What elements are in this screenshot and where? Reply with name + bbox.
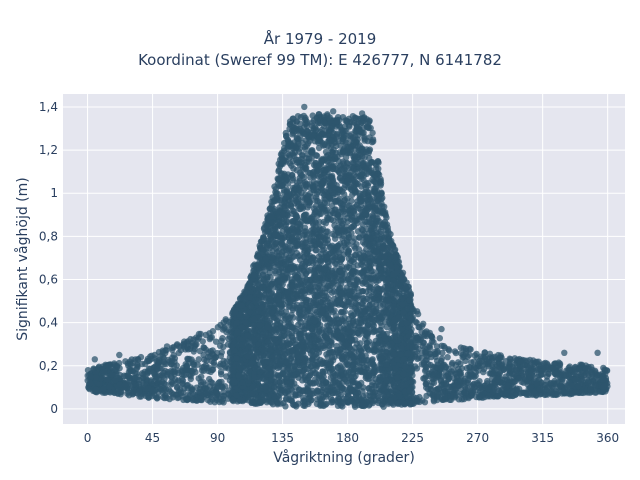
scatter-point [332,248,339,256]
scatter-point [348,346,355,354]
scatter-point [337,391,345,398]
scatter-point [368,268,375,275]
scatter-point [452,361,460,369]
scatter-point [442,396,449,403]
scatter-point [371,369,378,377]
scatter-point [496,370,503,377]
scatter-point [438,357,445,365]
data-points [84,103,611,410]
scatter-point [286,244,293,251]
scatter-point [381,318,389,325]
scatter-point [421,399,429,406]
scatter-point [323,200,331,207]
scatter-point [219,335,226,342]
scatter-point [303,211,310,218]
scatter-point [324,228,331,235]
scatter-point [173,362,180,369]
scatter-point [219,384,226,391]
scatter-point [170,352,177,359]
scatter-point [198,373,205,380]
scatter-point [509,383,517,390]
scatter-point [334,242,342,250]
scatter-point [357,206,364,213]
scatter-point [342,320,349,327]
scatter-point [293,159,301,166]
scatter-point [324,158,331,166]
scatter-point [319,186,326,194]
scatter-point [267,398,275,405]
scatter-point [315,144,323,152]
scatter-point [545,370,552,377]
scatter-point [436,335,443,342]
scatter-point [291,228,299,236]
scatter-point [377,326,384,334]
scatter-point [289,207,296,214]
scatter-point [485,363,492,370]
scatter-point [305,169,312,176]
scatter-point [329,253,337,260]
scatter-point [348,197,355,204]
scatter-point [199,338,206,345]
scatter-point [337,200,344,207]
scatter-point [349,379,357,386]
scatter-point [300,174,308,181]
chart-title: År 1979 - 2019 [263,30,377,48]
scatter-point [353,277,360,284]
scatter-point [313,152,321,160]
scatter-point [418,355,425,362]
scatter-point [286,118,294,125]
scatter-point [290,165,297,172]
scatter-point [383,221,391,228]
scatter-point [195,356,202,363]
scatter-point [296,309,303,317]
scatter-point [337,309,345,316]
scatter-point [408,379,415,386]
scatter-point [378,223,386,231]
scatter-point [328,123,335,131]
scatter-point [342,138,349,146]
scatter-point [130,375,138,382]
scatter-point [286,239,293,246]
scatter-point [457,350,465,357]
scatter-point [359,295,366,302]
scatter-point [433,343,441,350]
scatter-point [360,393,367,400]
scatter-point [287,250,294,257]
scatter-point [353,241,360,248]
scatter-point [358,183,365,190]
scatter-point [368,139,376,146]
chart-subtitle: Koordinat (Sweref 99 TM): E 426777, N 61… [138,51,502,69]
scatter-point [426,370,433,377]
scatter-point [118,388,125,396]
scatter-point [282,204,289,212]
scatter-point [209,396,216,403]
scatter-point [259,271,267,278]
scatter-point [500,365,507,372]
scatter-point [212,338,220,345]
scatter-point [310,231,317,238]
scatter-point [426,344,434,352]
scatter-point [293,301,301,309]
